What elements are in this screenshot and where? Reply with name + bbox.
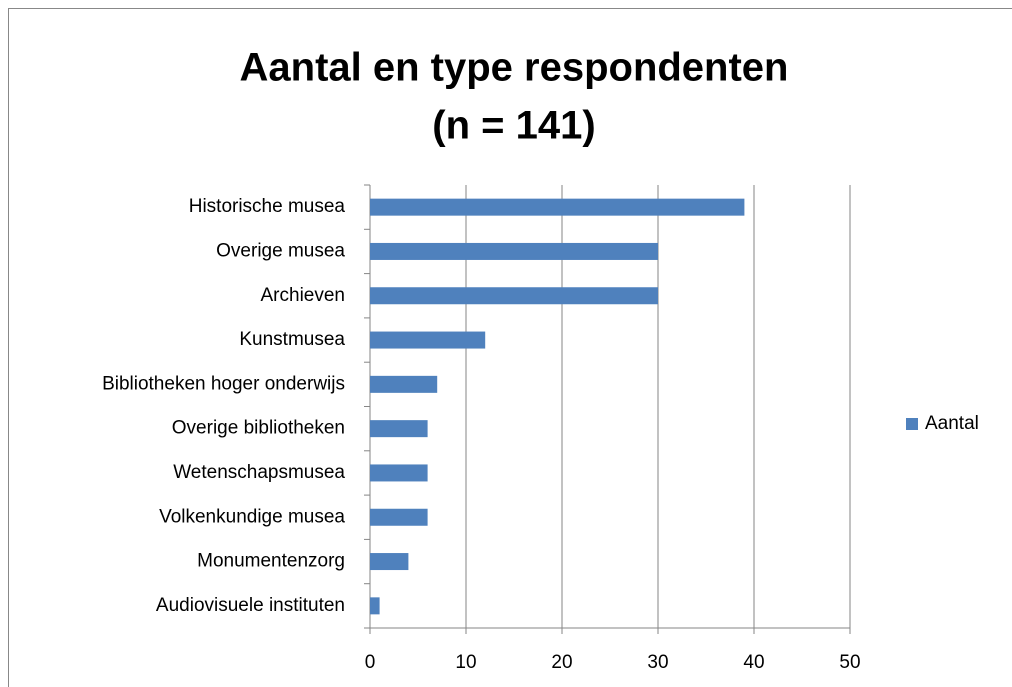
bar	[370, 597, 380, 615]
bar	[370, 375, 438, 393]
y-tick-label: Wetenschapsmusea	[173, 462, 345, 483]
legend-label: Aantal	[925, 413, 979, 434]
chart-title: Aantal en type respondenten	[240, 46, 789, 90]
y-tick-label: Overige musea	[216, 240, 345, 261]
x-tick-label: 50	[839, 652, 860, 673]
legend-swatch	[906, 418, 918, 430]
y-tick-label: Kunstmusea	[239, 329, 345, 350]
bar	[370, 553, 409, 571]
y-tick-label: Historische musea	[189, 196, 346, 217]
y-tick-label: Overige bibliotheken	[172, 418, 345, 439]
x-tick-label: 0	[365, 652, 376, 673]
y-tick-label: Bibliotheken hoger onderwijs	[102, 373, 345, 394]
x-tick-label: 40	[743, 652, 764, 673]
y-tick-label: Audiovisuele instituten	[156, 595, 345, 616]
y-tick-label: Volkenkundige musea	[159, 506, 345, 527]
y-tick-label: Monumentenzorg	[197, 551, 345, 572]
bar	[370, 420, 428, 438]
y-tick-label: Archieven	[261, 285, 346, 306]
bar	[370, 287, 658, 305]
x-tick-label: 20	[551, 652, 572, 673]
bar	[370, 508, 428, 526]
bar	[370, 242, 658, 260]
bar	[370, 464, 428, 482]
bar	[370, 198, 745, 216]
chart-title: (n = 141)	[432, 104, 595, 148]
bar	[370, 331, 486, 349]
x-tick-label: 10	[455, 652, 476, 673]
x-tick-label: 30	[647, 652, 668, 673]
